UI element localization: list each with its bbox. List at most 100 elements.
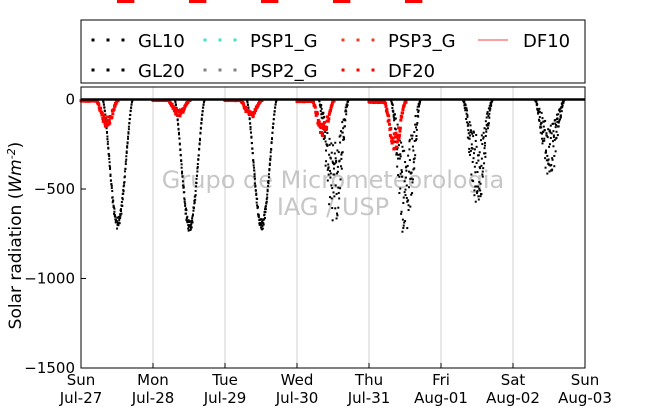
- point-gl20: [112, 206, 115, 209]
- point-gl20: [120, 201, 123, 204]
- point-gl20: [408, 170, 411, 173]
- point-gl20: [251, 147, 254, 150]
- point-gl20: [544, 157, 547, 160]
- point-df20: [419, 0, 423, 3]
- legend-label-psp1_g: PSP1_G: [250, 31, 318, 52]
- point-gl20: [194, 189, 197, 192]
- point-gl20: [336, 172, 339, 175]
- point-gl20: [416, 105, 419, 108]
- point-gl20: [121, 196, 124, 199]
- point-gl20: [249, 122, 252, 125]
- point-gl20: [469, 149, 472, 152]
- point-gl20: [339, 130, 342, 133]
- point-gl20: [266, 193, 269, 196]
- point-gl20: [470, 173, 473, 176]
- point-gl10: [268, 168, 271, 171]
- point-gl20: [478, 151, 481, 154]
- point-gl20: [130, 103, 133, 106]
- point-gl10: [474, 171, 477, 174]
- point-gl20: [179, 148, 182, 151]
- point-gl10: [260, 226, 263, 229]
- point-gl20: [110, 184, 113, 187]
- point-gl20: [392, 115, 395, 118]
- point-gl20: [469, 153, 472, 156]
- legend-marker-psp1_g: [203, 38, 207, 42]
- point-gl20: [189, 224, 192, 227]
- point-gl20: [553, 138, 556, 141]
- point-gl20: [539, 126, 542, 129]
- point-gl10: [266, 190, 269, 193]
- point-gl10: [106, 138, 109, 141]
- y-axis-label-unit: Wm: [6, 159, 26, 192]
- point-gl20: [336, 149, 339, 152]
- point-gl10: [253, 175, 256, 178]
- point-gl20: [178, 142, 181, 145]
- point-df20: [330, 103, 334, 107]
- point-gl20: [266, 188, 269, 191]
- point-gl20: [344, 110, 347, 113]
- point-gl10: [411, 134, 414, 137]
- point-gl20: [196, 167, 199, 170]
- point-gl20: [274, 106, 277, 109]
- point-gl20: [267, 181, 270, 184]
- point-gl20: [537, 118, 540, 121]
- point-gl20: [255, 193, 258, 196]
- point-df20: [326, 119, 330, 123]
- point-gl20: [488, 104, 491, 107]
- point-df20: [332, 99, 336, 103]
- point-df20: [312, 101, 316, 105]
- point-gl10: [252, 164, 255, 167]
- point-gl20: [470, 147, 473, 150]
- point-gl20: [398, 175, 401, 178]
- point-gl10: [108, 164, 111, 167]
- point-gl10: [537, 112, 540, 115]
- point-gl10: [545, 134, 548, 137]
- point-gl20: [486, 124, 489, 127]
- x-tick-weekday: Wed: [281, 371, 314, 389]
- legend-box: [80, 19, 586, 84]
- point-gl20: [108, 161, 111, 164]
- point-gl20: [268, 162, 271, 165]
- point-gl20: [199, 126, 202, 129]
- point-gl20: [118, 215, 121, 218]
- legend-marker-psp3_g: [356, 38, 360, 42]
- point-gl10: [555, 136, 558, 139]
- point-gl20: [479, 182, 482, 185]
- point-gl10: [477, 154, 480, 157]
- point-gl20: [480, 192, 483, 195]
- point-gl20: [401, 145, 404, 148]
- point-df20: [251, 114, 255, 118]
- point-gl10: [332, 191, 335, 194]
- point-gl20: [483, 144, 486, 147]
- point-gl10: [469, 134, 472, 137]
- point-gl10: [557, 121, 560, 124]
- point-gl20: [106, 140, 109, 143]
- point-gl10: [399, 155, 402, 158]
- point-gl20: [334, 141, 337, 144]
- point-gl10: [487, 114, 490, 117]
- point-gl10: [405, 197, 408, 200]
- point-df20: [318, 123, 322, 127]
- point-gl20: [109, 166, 112, 169]
- point-gl10: [483, 162, 486, 165]
- point-gl10: [486, 112, 489, 115]
- point-gl10: [414, 123, 417, 126]
- point-gl10: [341, 131, 344, 134]
- point-gl20: [329, 176, 332, 179]
- point-gl20: [336, 170, 339, 173]
- point-gl20: [125, 155, 128, 158]
- point-gl10: [339, 134, 342, 137]
- point-gl10: [200, 118, 203, 121]
- x-tick-weekday: Mon: [137, 371, 169, 389]
- point-gl10: [546, 172, 549, 175]
- point-gl20: [556, 117, 559, 120]
- point-gl10: [485, 130, 488, 133]
- point-gl20: [397, 157, 400, 160]
- point-gl20: [468, 147, 471, 150]
- point-gl10: [401, 218, 404, 221]
- point-gl10: [546, 136, 549, 139]
- point-gl20: [549, 137, 552, 140]
- point-gl20: [406, 199, 409, 202]
- point-gl10: [261, 225, 264, 228]
- point-gl20: [411, 181, 414, 184]
